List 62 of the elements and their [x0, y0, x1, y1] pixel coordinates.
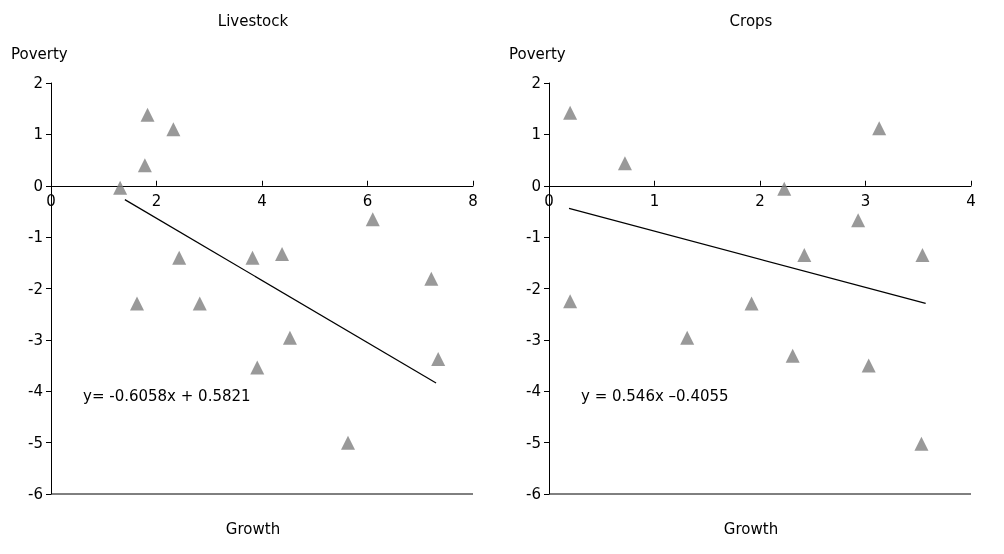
point	[914, 436, 929, 451]
chart-title: Crops	[729, 11, 773, 30]
point	[872, 121, 887, 136]
point	[617, 156, 632, 171]
chart-title: Livestock	[217, 11, 289, 30]
y-tick-label: -3	[28, 330, 43, 349]
y-tick-label: -6	[526, 485, 541, 503]
point	[140, 107, 155, 122]
point	[137, 158, 152, 173]
y-tick-label: -3	[526, 330, 541, 349]
x-tick-label: 1	[649, 192, 660, 211]
y-tick-label: 2	[33, 74, 43, 92]
point	[851, 213, 866, 228]
point	[563, 105, 578, 120]
x-axis-title: Growth	[723, 519, 779, 538]
y-tick-label: -1	[28, 228, 43, 247]
point	[245, 250, 260, 265]
y-tick-label: 0	[531, 176, 541, 195]
point	[166, 122, 181, 137]
annotation: y= -0.6058x + 0.5821	[83, 386, 251, 405]
point	[113, 180, 128, 195]
point	[365, 212, 380, 227]
y-tick-label: -1	[526, 228, 541, 247]
point	[431, 351, 446, 366]
x-axis-title: Growth	[225, 519, 281, 538]
point	[192, 296, 207, 311]
y-tick-label: -2	[526, 279, 541, 298]
point	[563, 294, 578, 309]
y-axis-title: Poverty	[509, 44, 566, 63]
y-tick-label: -6	[28, 485, 43, 503]
point	[282, 330, 297, 345]
y-tick-label: -4	[28, 382, 43, 401]
y-tick-label: -5	[28, 433, 43, 452]
point	[250, 360, 265, 375]
x-tick-label: 8	[468, 192, 478, 211]
y-tick-label: 1	[33, 125, 43, 144]
y-tick-label: -5	[526, 433, 541, 452]
point	[680, 330, 695, 345]
point	[340, 435, 355, 450]
point	[915, 248, 930, 263]
point	[777, 181, 792, 196]
y-tick-label: 0	[33, 176, 43, 195]
x-tick-label: 4	[257, 192, 267, 211]
point	[861, 358, 876, 373]
point	[744, 296, 759, 311]
point	[172, 250, 187, 265]
y-axis-title: Poverty	[11, 44, 68, 63]
y-tick-label: 2	[531, 74, 541, 92]
x-tick-label: 6	[362, 192, 373, 211]
x-tick-label: 4	[966, 192, 976, 211]
point	[129, 296, 144, 311]
point	[797, 248, 812, 263]
x-tick-label: 2	[755, 192, 765, 211]
point	[275, 247, 290, 262]
point	[785, 348, 800, 363]
y-tick-label: 1	[531, 125, 541, 144]
x-tick-label: 2	[151, 192, 162, 211]
point	[424, 271, 439, 286]
annotation: y = 0.546x –0.4055	[581, 386, 729, 405]
y-tick-label: -2	[28, 279, 43, 298]
x-tick-label: 3	[860, 192, 871, 211]
y-tick-label: -4	[526, 382, 541, 401]
